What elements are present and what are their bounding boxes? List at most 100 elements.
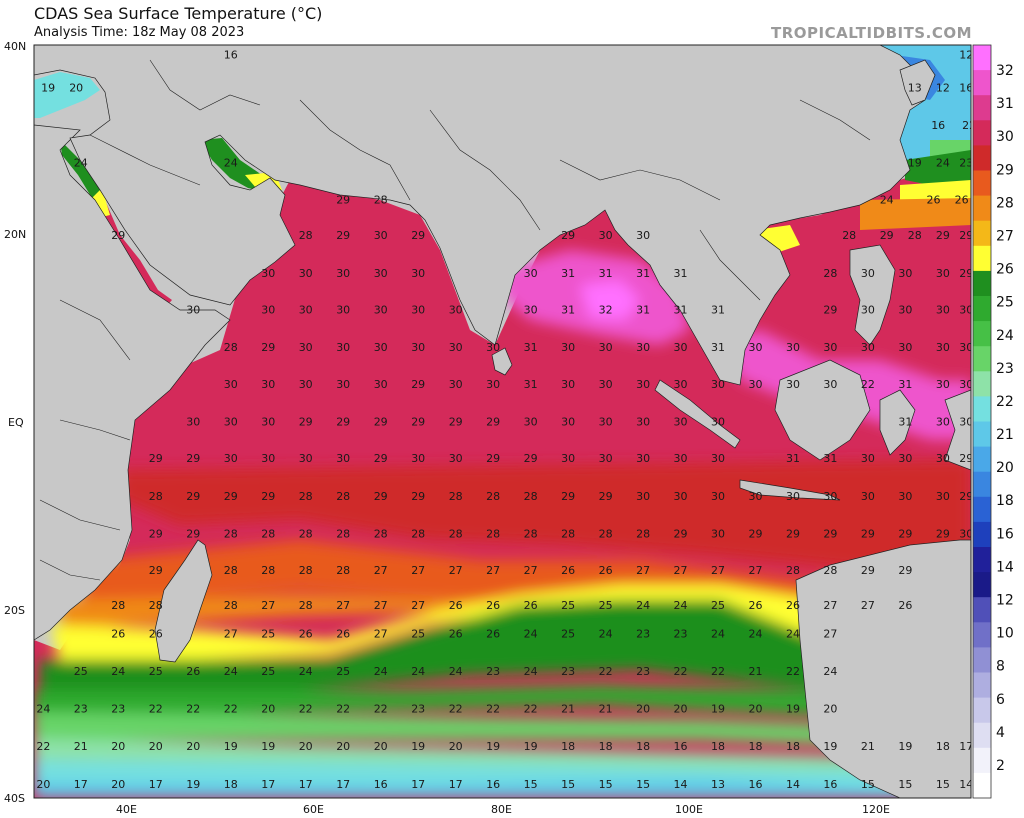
sst-value-r4-c0: 26	[111, 627, 125, 640]
sst-value-r1-c20: 18	[786, 740, 800, 753]
map-title: CDAS Sea Surface Temperature (°C)	[34, 4, 323, 23]
sst-value-r13-c14: 30	[861, 304, 875, 317]
sst-value-r0-c16: 15	[636, 778, 650, 791]
sst-value-r5-c1: 28	[149, 599, 163, 612]
sst-value-r13-c0: 30	[186, 304, 200, 317]
sst-value-r0-c1: 17	[74, 778, 88, 791]
sst-value-r2-c10: 23	[411, 703, 425, 716]
sst-value-r13-c12: 31	[711, 304, 725, 317]
sst-value-r12-c5: 30	[411, 341, 425, 354]
sst-value-r3-c17: 22	[711, 665, 725, 678]
sst-value-r7-c21: 29	[936, 528, 950, 541]
colorbar-label: 25	[996, 295, 1014, 311]
sst-value-r1-c1: 21	[74, 740, 88, 753]
sst-value-r3-c11: 23	[486, 665, 500, 678]
sst-value-r3-c20: 24	[823, 665, 837, 678]
sst-value-r8-c7: 29	[411, 490, 425, 503]
sst-value-r2-c4: 22	[186, 703, 200, 716]
sst-value-r6-c7: 27	[449, 564, 463, 577]
colorbar-swatch	[973, 622, 991, 648]
sst-value-r6-c2: 28	[261, 564, 275, 577]
sst-value-r6-c12: 27	[636, 564, 650, 577]
sst-value-r13-c8: 31	[561, 304, 575, 317]
sst-value-r0-c15: 15	[599, 778, 613, 791]
colorbar-swatch	[973, 496, 991, 523]
sst-value-r12-c16: 30	[823, 341, 837, 354]
sst-value-r0-c17: 14	[674, 778, 688, 791]
colorbar-swatch	[973, 396, 991, 422]
sst-value-r4-c4: 26	[299, 627, 313, 640]
sst-value-r16-c3: 26	[927, 193, 941, 206]
sst-value-r8-c13: 30	[636, 490, 650, 503]
sst-value-r1-c4: 20	[186, 740, 200, 753]
sst-value-r11-c13: 30	[711, 378, 725, 391]
sst-value-r2-c5: 22	[224, 703, 238, 716]
sst-value-r7-c10: 28	[524, 528, 538, 541]
sst-value-r15-c8: 28	[842, 229, 856, 242]
sst-value-r0-c9: 16	[374, 778, 388, 791]
sst-value-r3-c1: 24	[111, 665, 125, 678]
sst-value-r4-c6: 27	[374, 627, 388, 640]
sst-value-r5-c18: 27	[823, 599, 837, 612]
sst-value-r6-c11: 26	[599, 564, 613, 577]
lat-label-20s: 20S	[4, 604, 25, 617]
sst-value-r12-c3: 30	[336, 341, 350, 354]
sst-value-r0-c14: 15	[561, 778, 575, 791]
sst-value-r12-c4: 30	[374, 341, 388, 354]
colorbar-label: 10	[996, 626, 1014, 642]
sst-value-r6-c8: 27	[486, 564, 500, 577]
sst-value-r12-c10: 30	[599, 341, 613, 354]
sst-value-r8-c4: 28	[299, 490, 313, 503]
sst-value-r12-c2: 30	[299, 341, 313, 354]
sst-value-r3-c5: 25	[261, 665, 275, 678]
sst-value-r11-c3: 30	[336, 378, 350, 391]
colorbar-label: 32	[996, 63, 1014, 79]
sst-value-r2-c18: 19	[711, 703, 725, 716]
colorbar-label: 21	[996, 427, 1014, 443]
sst-value-r12-c9: 30	[561, 341, 575, 354]
sst-value-r4-c14: 23	[674, 627, 688, 640]
sst-value-r2-c7: 22	[299, 703, 313, 716]
colorbar-swatch	[973, 95, 991, 121]
sst-value-r5-c17: 26	[786, 599, 800, 612]
lat-label-40s: 40S	[4, 792, 25, 805]
sst-value-r15-c12: 29	[959, 229, 973, 242]
sst-value-r2-c8: 22	[336, 703, 350, 716]
sst-value-r12-c19: 30	[936, 341, 950, 354]
land-masses	[34, 45, 971, 798]
sst-value-r8-c12: 29	[599, 490, 613, 503]
sst-value-r13-c11: 31	[674, 304, 688, 317]
sst-value-r17-c0: 24	[74, 157, 88, 170]
sst-value-r2-c13: 22	[524, 703, 538, 716]
lon-label-100e: 100E	[675, 803, 703, 816]
sst-value-r9-c9: 29	[486, 452, 500, 465]
sst-value-r5-c16: 26	[749, 599, 763, 612]
sst-value-r3-c7: 25	[336, 665, 350, 678]
sst-value-r8-c8: 28	[449, 490, 463, 503]
sst-value-r2-c3: 22	[149, 703, 163, 716]
colorbar-label: 30	[996, 129, 1014, 145]
sst-value-r10-c5: 29	[374, 416, 388, 429]
sst-value-r10-c16: 30	[936, 416, 950, 429]
lon-label-120e: 120E	[862, 803, 890, 816]
sst-value-r0-c5: 18	[224, 778, 238, 791]
colorbar-label: 12	[996, 593, 1014, 609]
sst-value-r7-c8: 28	[449, 528, 463, 541]
colorbar-label: 4	[996, 725, 1005, 741]
sst-value-r6-c13: 27	[674, 564, 688, 577]
sst-value-r0-c25: 14	[959, 778, 973, 791]
colorbar-swatch	[973, 547, 991, 573]
colorbar-swatch	[973, 471, 991, 498]
sst-value-r12-c14: 30	[749, 341, 763, 354]
sst-value-r12-c6: 30	[449, 341, 463, 354]
sst-value-r1-c15: 18	[599, 740, 613, 753]
sst-value-r3-c2: 25	[149, 665, 163, 678]
sst-value-r4-c1: 26	[149, 627, 163, 640]
sst-value-r4-c16: 24	[749, 627, 763, 640]
sst-value-r8-c15: 30	[711, 490, 725, 503]
sst-value-r3-c8: 24	[374, 665, 388, 678]
sst-value-r3-c19: 22	[786, 665, 800, 678]
sst-value-r11-c20: 30	[959, 378, 973, 391]
sst-value-r10-c9: 30	[524, 416, 538, 429]
sst-value-r4-c10: 24	[524, 627, 538, 640]
